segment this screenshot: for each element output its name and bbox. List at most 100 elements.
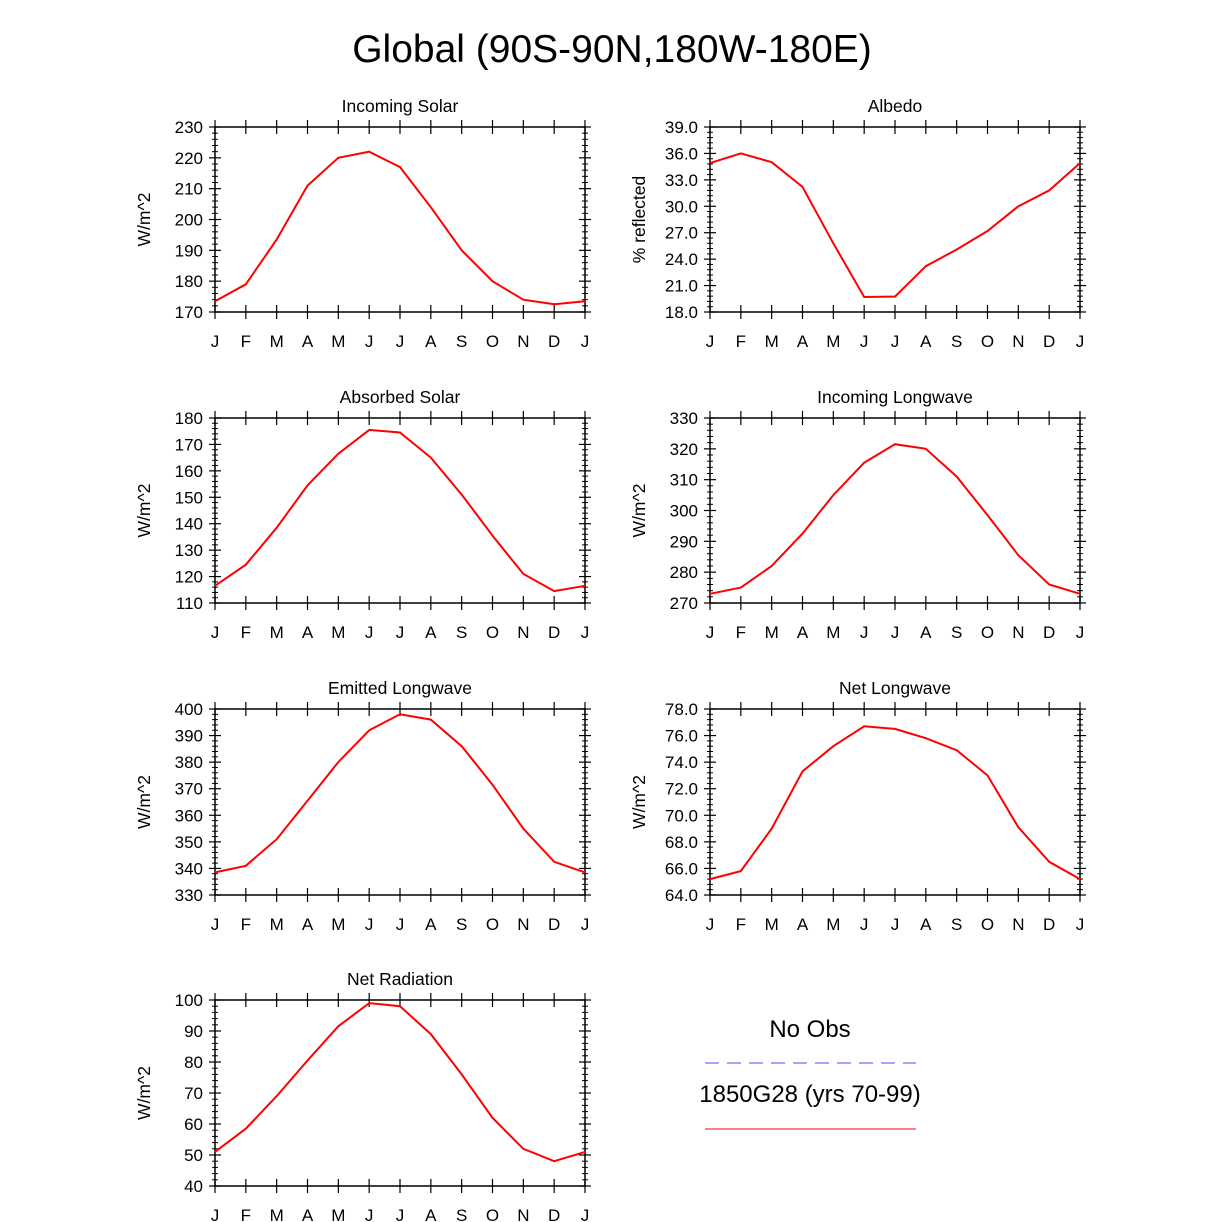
- y-axis-label: W/m^2: [629, 484, 649, 538]
- y-tick-label: 400: [175, 700, 203, 719]
- x-tick-label: A: [302, 1206, 314, 1222]
- x-tick-label: J: [365, 623, 374, 642]
- x-tick-label: J: [581, 623, 590, 642]
- x-tick-label: O: [981, 332, 994, 351]
- y-tick-label: 170: [175, 435, 203, 454]
- x-tick-label: A: [425, 1206, 437, 1222]
- y-axis-label: W/m^2: [134, 193, 154, 247]
- x-tick-label: J: [581, 915, 590, 934]
- x-tick-label: J: [860, 332, 869, 351]
- y-axis-label: W/m^2: [134, 1066, 154, 1120]
- x-tick-label: J: [396, 623, 405, 642]
- chart-title: Incoming Solar: [342, 96, 459, 116]
- y-tick-label: 90: [184, 1022, 203, 1041]
- y-tick-label: 21.0: [665, 277, 698, 296]
- x-tick-label: A: [302, 332, 314, 351]
- y-tick-label: 80: [184, 1053, 203, 1072]
- chart-title: Absorbed Solar: [340, 387, 461, 407]
- y-tick-label: 340: [175, 859, 203, 878]
- y-tick-label: 370: [175, 780, 203, 799]
- x-tick-label: S: [456, 623, 467, 642]
- x-tick-label: J: [211, 623, 220, 642]
- x-tick-label: A: [797, 332, 809, 351]
- plot-frame: [709, 126, 1081, 313]
- x-tick-label: O: [981, 623, 994, 642]
- y-tick-label: 360: [175, 806, 203, 825]
- y-tick-label: 180: [175, 409, 203, 428]
- y-axis-label: % reflected: [629, 176, 649, 264]
- x-tick-label: A: [920, 915, 932, 934]
- x-tick-label: F: [736, 332, 746, 351]
- legend-model-label: 1850G28 (yrs 70-99): [699, 1081, 921, 1108]
- y-tick-label: 74.0: [665, 753, 698, 772]
- y-tick-label: 130: [175, 541, 203, 560]
- x-tick-label: M: [270, 623, 284, 642]
- x-tick-label: J: [581, 1206, 590, 1222]
- x-tick-label: J: [891, 332, 900, 351]
- x-tick-label: F: [241, 332, 251, 351]
- y-tick-label: 66.0: [665, 859, 698, 878]
- x-tick-label: A: [920, 332, 932, 351]
- x-tick-label: M: [270, 1206, 284, 1222]
- x-tick-label: A: [302, 915, 314, 934]
- plot-frame: [709, 417, 1081, 604]
- x-tick-label: D: [1043, 623, 1055, 642]
- x-tick-label: S: [951, 623, 962, 642]
- x-tick-label: J: [396, 915, 405, 934]
- x-tick-label: D: [548, 623, 560, 642]
- chart-panel-6: 64.066.068.070.072.074.076.078.0J F M A M J J A…: [629, 678, 1086, 934]
- y-tick-label: 27.0: [665, 224, 698, 243]
- y-tick-label: 40: [184, 1177, 203, 1196]
- y-tick-label: 36.0: [665, 144, 698, 163]
- x-tick-label: A: [425, 623, 437, 642]
- x-tick-label: F: [241, 1206, 251, 1222]
- x-tick-label: J: [1076, 915, 1085, 934]
- y-tick-label: 140: [175, 515, 203, 534]
- y-tick-label: 300: [670, 502, 698, 521]
- series-line: [709, 152, 1081, 299]
- y-tick-label: 30.0: [665, 197, 698, 216]
- x-tick-label: M: [331, 1206, 345, 1222]
- x-tick-label: D: [548, 1206, 560, 1222]
- x-tick-label: A: [425, 915, 437, 934]
- y-axis-label: W/m^2: [629, 775, 649, 829]
- chart-panel-2: 18.021.024.027.030.033.036.039.0J F M A M J J A…: [629, 96, 1086, 351]
- y-tick-label: 72.0: [665, 780, 698, 799]
- series-line: [214, 713, 586, 874]
- x-tick-label: A: [797, 915, 809, 934]
- chart-title: Emitted Longwave: [328, 678, 472, 698]
- x-tick-label: O: [486, 1206, 499, 1222]
- y-tick-label: 39.0: [665, 118, 698, 137]
- x-tick-label: S: [456, 332, 467, 351]
- chart-title: Incoming Longwave: [817, 387, 973, 407]
- page-title: Global (90S-90N,180W-180E): [352, 28, 872, 71]
- x-tick-label: S: [456, 915, 467, 934]
- x-tick-label: M: [765, 332, 779, 351]
- legend-obs-label: No Obs: [769, 1016, 851, 1043]
- series-line: [709, 443, 1081, 595]
- x-tick-label: S: [456, 1206, 467, 1222]
- plot-frame: [214, 999, 586, 1187]
- y-tick-label: 24.0: [665, 250, 698, 269]
- y-tick-label: 18.0: [665, 303, 698, 322]
- x-tick-label: J: [706, 332, 715, 351]
- x-tick-label: M: [331, 623, 345, 642]
- y-tick-label: 270: [670, 594, 698, 613]
- x-tick-label: M: [826, 332, 840, 351]
- chart-panel-7: 40 50 60 70 80 90 100 J F M A M J J A S O N D J Net Radiatio…: [134, 969, 591, 1222]
- x-tick-label: O: [981, 915, 994, 934]
- x-tick-label: S: [951, 915, 962, 934]
- plot-frame: [709, 708, 1081, 896]
- series-line: [214, 428, 586, 593]
- x-tick-label: J: [891, 623, 900, 642]
- x-tick-label: M: [270, 915, 284, 934]
- x-tick-label: J: [706, 915, 715, 934]
- chart-title: Net Radiation: [347, 969, 453, 989]
- x-tick-label: J: [211, 332, 220, 351]
- x-tick-label: N: [517, 1206, 529, 1222]
